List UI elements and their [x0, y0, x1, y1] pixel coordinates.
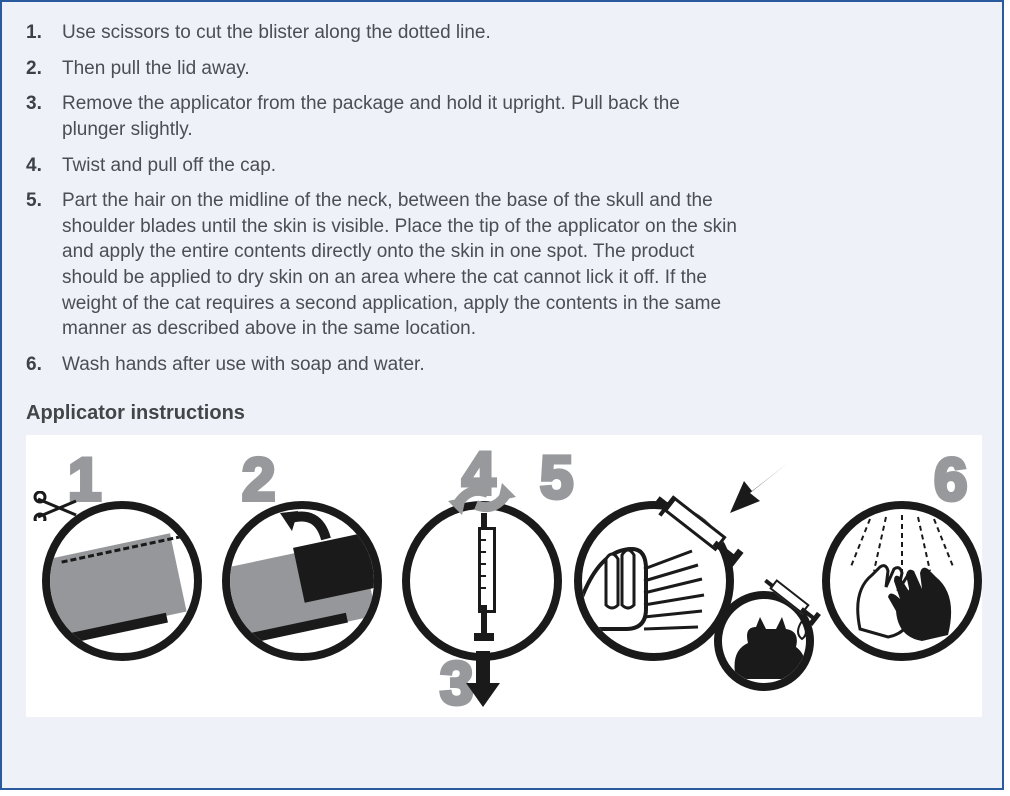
- step-list: 1. Use scissors to cut the blister along …: [26, 20, 978, 378]
- panel-num-6: 6: [934, 445, 965, 514]
- step-num-3: 3.: [26, 91, 42, 117]
- step-text-3: Remove the applicator from the package a…: [62, 93, 680, 140]
- wash-hands-icon: [830, 509, 982, 661]
- step-text-1: Use scissors to cut the blister along th…: [62, 22, 491, 43]
- step-1: 1.Use scissors to cut the blister along …: [62, 20, 748, 46]
- step-3: 3.Remove the applicator from the package…: [62, 91, 748, 142]
- down-arrow-icon: [466, 651, 500, 709]
- step-text-2: Then pull the lid away.: [62, 58, 250, 79]
- applicator-figure: 1 2 4 3 5 6: [26, 435, 982, 717]
- apply-arrow-icon: [730, 463, 790, 515]
- step-5: 5.Part the hair on the midline of the ne…: [62, 188, 748, 342]
- syringe-icon: [476, 505, 492, 641]
- applicator-heading: Applicator instructions: [26, 402, 978, 425]
- step-num-4: 4.: [26, 153, 42, 179]
- step-text-5: Part the hair on the midline of the neck…: [62, 190, 737, 339]
- drop-icon: [794, 621, 810, 641]
- curl-arrow-icon: [276, 505, 336, 549]
- instructions-box: 1. Use scissors to cut the blister along …: [0, 0, 1004, 790]
- twist-arrows-icon: [438, 477, 526, 521]
- panel-2-ring: [222, 501, 382, 661]
- step-num-2: 2.: [26, 56, 42, 82]
- panel-1-ring: [42, 501, 202, 661]
- step-2: 2.Then pull the lid away.: [62, 56, 748, 82]
- panel-num-2: 2: [242, 445, 273, 514]
- scissors-icon: [32, 491, 80, 521]
- panel-num-5: 5: [540, 443, 571, 512]
- step-num-6: 6.: [26, 352, 42, 378]
- panel-6-ring: [822, 501, 982, 661]
- step-num-1: 1.: [26, 20, 42, 46]
- step-text-4: Twist and pull off the cap.: [62, 155, 276, 176]
- step-6: 6.Wash hands after use with soap and wat…: [62, 352, 748, 378]
- panel-3-4-ring: [402, 501, 562, 661]
- step-4: 4.Twist and pull off the cap.: [62, 153, 748, 179]
- step-num-5: 5.: [26, 188, 42, 214]
- step-text-6: Wash hands after use with soap and water…: [62, 354, 425, 375]
